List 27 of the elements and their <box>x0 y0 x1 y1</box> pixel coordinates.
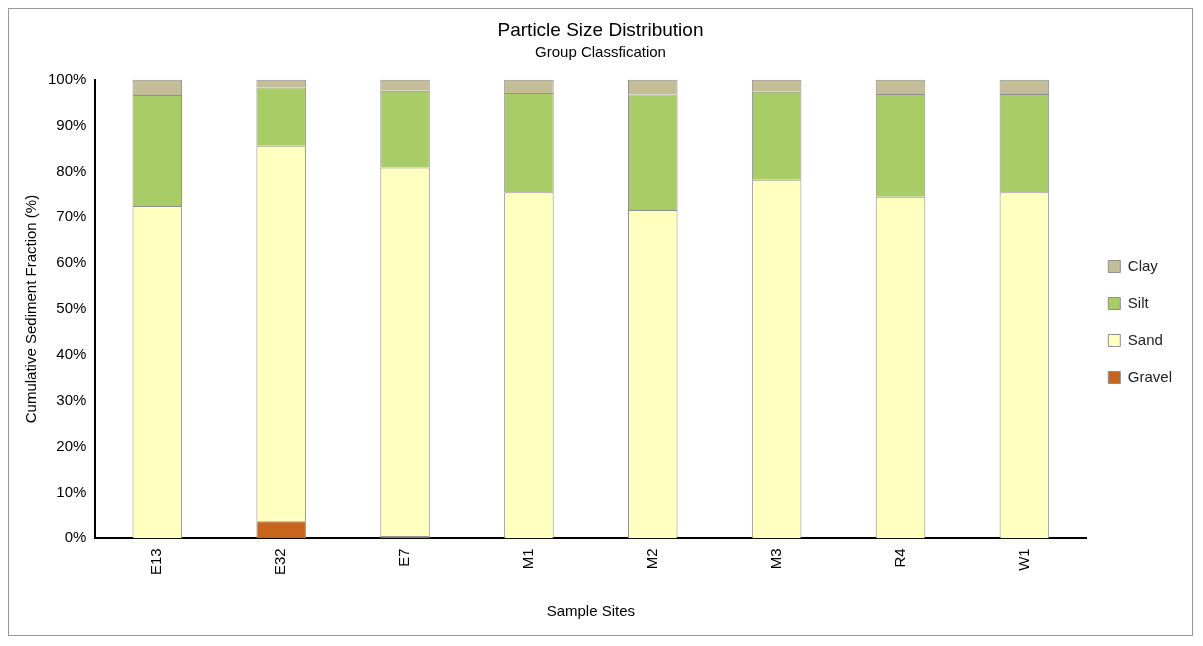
x-tick-label: E7 <box>395 548 413 567</box>
x-tick-label: E32 <box>271 548 289 576</box>
y-tick-label: 100% <box>47 69 87 87</box>
y-tick-label: 50% <box>56 299 87 317</box>
y-tick-label: 80% <box>56 161 87 179</box>
x-tick-label: M1 <box>519 548 537 570</box>
x-tick-label: M2 <box>642 548 660 570</box>
y-tick-label: 30% <box>56 390 87 408</box>
chart-title: Particle Size Distribution <box>497 18 704 40</box>
y-tick-label: 90% <box>56 115 87 133</box>
y-tick-label: 0% <box>64 528 87 546</box>
y-tick-label: 60% <box>56 253 87 271</box>
y-axis-title: Cumulative Sediment Fraction (%) <box>22 194 40 424</box>
y-tick-label: 70% <box>56 207 87 225</box>
x-tick-label: M3 <box>766 548 784 570</box>
chart-subtitle: Group Classfication <box>535 42 666 60</box>
x-tick-label: E13 <box>147 548 165 576</box>
y-tick-label: 40% <box>56 345 87 363</box>
legend-label: Clay <box>1127 256 1159 274</box>
legend-label: Gravel <box>1127 367 1173 385</box>
y-tick-label: 10% <box>56 482 87 500</box>
x-axis-title: Sample Sites <box>546 602 636 620</box>
legend-label: Silt <box>1127 293 1150 311</box>
legend-label: Sand <box>1127 330 1163 348</box>
x-tick-label: R4 <box>890 548 908 568</box>
x-tick-label: W1 <box>1014 548 1032 571</box>
y-tick-label: 20% <box>56 436 87 454</box>
